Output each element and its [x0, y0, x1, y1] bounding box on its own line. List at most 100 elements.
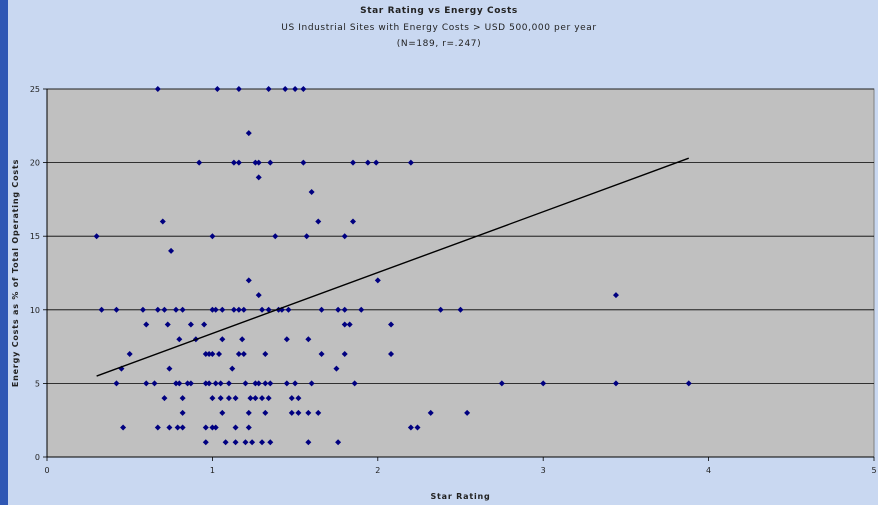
data-point	[143, 380, 150, 387]
data-point	[346, 321, 353, 328]
data-point	[179, 306, 186, 313]
data-point	[179, 424, 186, 431]
data-point	[93, 233, 100, 240]
data-point	[283, 336, 290, 343]
x-tick-label: 2	[375, 466, 380, 475]
data-point	[161, 395, 168, 402]
y-tick-label: 10	[30, 306, 40, 315]
y-tick-label: 5	[35, 379, 40, 388]
data-point	[235, 350, 242, 357]
data-point	[209, 424, 216, 431]
data-point	[374, 277, 381, 284]
data-point	[209, 350, 216, 357]
data-point	[295, 409, 302, 416]
data-point	[202, 439, 209, 446]
data-point	[187, 380, 194, 387]
data-point	[358, 306, 365, 313]
data-point	[349, 218, 356, 225]
data-point	[464, 409, 471, 416]
data-point	[154, 424, 161, 431]
data-point	[292, 86, 299, 92]
data-point	[176, 336, 183, 343]
data-point	[212, 380, 219, 387]
data-point	[341, 233, 348, 240]
x-tick-label: 4	[706, 466, 711, 475]
data-point	[217, 380, 224, 387]
data-point	[407, 424, 414, 431]
x-tick-label: 5	[871, 466, 876, 475]
data-point	[612, 380, 619, 387]
data-point	[292, 380, 299, 387]
tick-labels: 0 5 10 15 20 25 0 1 2 3 4 5	[30, 85, 877, 475]
data-point	[262, 380, 269, 387]
data-point	[235, 306, 242, 313]
data-point	[232, 424, 239, 431]
data-point	[252, 159, 259, 166]
data-point	[414, 424, 421, 431]
x-tick-label: 3	[541, 466, 546, 475]
data-point	[303, 233, 310, 240]
data-point	[249, 439, 256, 446]
y-axis-title: Energy Costs as % of Total Operating Cos…	[11, 159, 20, 387]
data-point	[174, 424, 181, 431]
data-point	[212, 306, 219, 313]
data-point	[305, 439, 312, 446]
data-point	[225, 395, 232, 402]
data-point	[184, 380, 191, 387]
data-point	[206, 350, 213, 357]
data-point	[262, 409, 269, 416]
data-point	[240, 306, 247, 313]
data-point	[209, 233, 216, 240]
data-point	[252, 395, 259, 402]
data-point	[240, 350, 247, 357]
data-point	[300, 86, 307, 92]
data-point	[247, 395, 254, 402]
data-point	[437, 306, 444, 313]
data-point	[202, 424, 209, 431]
data-point	[245, 424, 252, 431]
data-point	[255, 292, 262, 299]
data-point	[388, 321, 395, 328]
data-point	[209, 306, 216, 313]
data-point	[315, 409, 322, 416]
data-point	[166, 424, 173, 431]
data-point	[308, 189, 315, 196]
data-point	[335, 439, 342, 446]
data-point	[265, 306, 272, 313]
data-point	[364, 159, 371, 166]
data-point	[259, 395, 266, 402]
data-point	[232, 439, 239, 446]
data-point	[245, 277, 252, 284]
data-point	[335, 306, 342, 313]
y-tick-label: 25	[30, 85, 40, 94]
data-point	[202, 380, 209, 387]
data-point	[245, 409, 252, 416]
data-point	[295, 395, 302, 402]
data-point	[216, 350, 223, 357]
data-point	[120, 424, 127, 431]
data-points	[93, 86, 692, 446]
data-point	[267, 159, 274, 166]
data-point	[166, 365, 173, 372]
data-point	[685, 380, 692, 387]
y-tick-label: 15	[30, 232, 40, 241]
data-point	[151, 380, 158, 387]
trendline	[96, 157, 689, 377]
chart-title: Star Rating vs Energy Costs	[360, 6, 518, 16]
data-point	[308, 380, 315, 387]
data-point	[267, 439, 274, 446]
data-point	[126, 350, 133, 357]
data-point	[373, 159, 380, 166]
data-point	[333, 365, 340, 372]
y-tick-label: 0	[35, 453, 40, 462]
data-point	[176, 380, 183, 387]
axes	[46, 89, 874, 458]
data-point	[341, 321, 348, 328]
data-point	[154, 86, 161, 92]
data-point	[212, 424, 219, 431]
data-point	[242, 380, 249, 387]
data-point	[219, 306, 226, 313]
data-point	[262, 350, 269, 357]
x-tick-label: 0	[44, 466, 49, 475]
